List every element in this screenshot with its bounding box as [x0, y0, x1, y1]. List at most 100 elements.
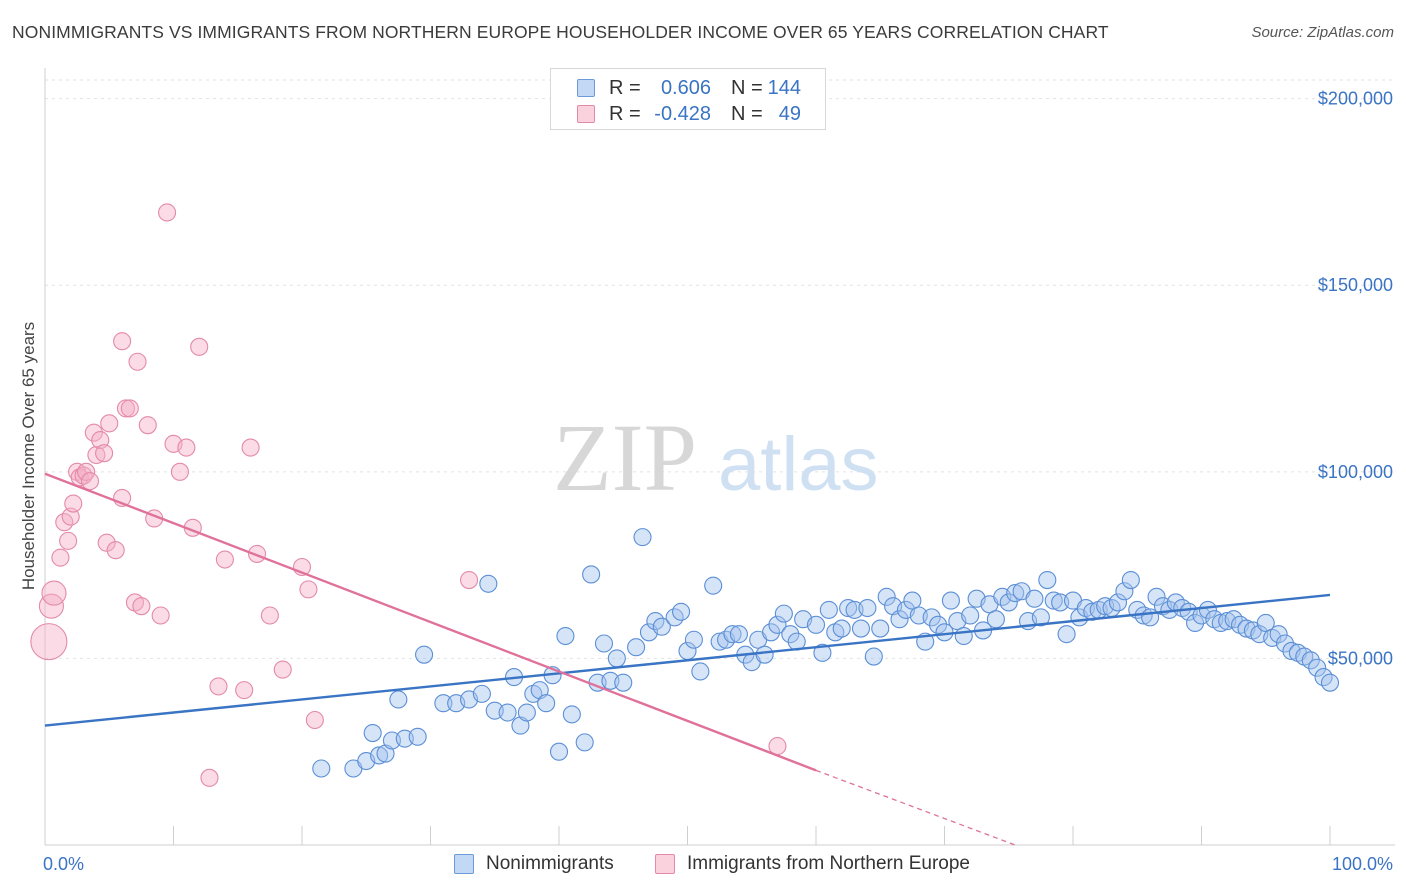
y-tick-label: $100,000 [1318, 462, 1393, 482]
n-label: N = [731, 103, 763, 125]
nonimmigrants-point [890, 610, 909, 629]
watermark: ZIP atlas [553, 404, 879, 511]
nonimmigrants-point [614, 673, 633, 692]
nonimmigrants-point [684, 630, 703, 649]
nonimmigrants-point [768, 615, 787, 634]
immigrants-point [260, 606, 279, 625]
nonimmigrants-point [922, 608, 941, 627]
nonimmigrants-point [999, 593, 1018, 612]
legend-swatch-immigrants [655, 854, 675, 874]
nonimmigrants-point [819, 600, 838, 619]
nonimmigrants-point [537, 694, 556, 713]
immigrants-point [299, 580, 318, 599]
immigrants-point [151, 606, 170, 625]
nonimmigrants-point [813, 643, 832, 662]
immigrants-point [95, 444, 114, 463]
immigrants-point [38, 593, 64, 619]
nonimmigrants-point [434, 694, 453, 713]
nonimmigrants-point [363, 723, 382, 743]
trend-lines [44, 472, 1331, 846]
r-label: R = [609, 103, 641, 125]
nonimmigrants-point [1025, 589, 1044, 608]
nonimmigrants-point [903, 591, 922, 610]
immigrants-point [215, 550, 234, 569]
nonimmigrants-point [479, 574, 498, 593]
nonimmigrants-point [1057, 625, 1076, 644]
nonimmigrants-point [755, 645, 774, 664]
nonimmigrants-point [582, 565, 601, 584]
n-value: 144 [767, 77, 801, 99]
legend-label: Immigrants from Northern Europe [687, 853, 970, 874]
stats-row-immigrants: R = -0.428 N = 49 [551, 101, 825, 127]
n-label: N = [731, 77, 763, 99]
series-legend: Nonimmigrants Immigrants from Northern E… [0, 852, 1406, 878]
nonimmigrants-point [562, 705, 581, 724]
nonimmigrants-point [370, 746, 389, 765]
nonimmigrants-point [864, 647, 883, 666]
immigrants-point [51, 548, 70, 567]
immigrants-point [128, 352, 147, 371]
nonimmigrants-point [1198, 600, 1217, 619]
nonimmigrants-point [929, 615, 948, 634]
nonimmigrants-point [1108, 593, 1128, 612]
nonimmigrants-point [723, 625, 742, 644]
legend-label: Nonimmigrants [486, 853, 614, 874]
nonimmigrants-point [1320, 673, 1340, 692]
nonimmigrants-point [312, 759, 331, 778]
swatch-nonimmigrants [577, 79, 595, 97]
y-tick-label: $200,000 [1318, 89, 1393, 109]
nonimmigrants-point [986, 610, 1005, 629]
nonimmigrants-point [839, 598, 858, 618]
y-axis-label: Householder Income Over 65 years [19, 322, 38, 590]
immigrants-point [200, 768, 219, 787]
x-tick-label: 0.0% [43, 854, 84, 874]
nonimmigrants-point [1038, 570, 1057, 590]
immigrants-point [132, 597, 151, 616]
chart-title: NONIMMIGRANTS VS IMMIGRANTS FROM NORTHER… [12, 22, 1109, 42]
r-value: -0.428 [654, 103, 711, 125]
nonimmigrants-point [517, 703, 536, 722]
nonimmigrants-point [556, 626, 575, 646]
nonimmigrants-point [472, 684, 491, 703]
nonimmigrants-point [1121, 570, 1140, 590]
immigrants-point [209, 677, 228, 696]
nonimmigrants-point [549, 742, 569, 761]
nonimmigrants-point [954, 626, 973, 646]
nonimmigrants-point [1308, 658, 1327, 677]
nonimmigrants-point [806, 615, 826, 634]
r-label: R = [609, 77, 641, 99]
watermark-atlas: atlas [718, 422, 879, 507]
immigrants-point [138, 416, 157, 435]
immigrants-point [41, 580, 67, 606]
nonimmigrants-point [761, 623, 781, 642]
immigrants-point [177, 438, 196, 457]
nonimmigrants-point [1301, 651, 1320, 670]
immigrants-point [235, 681, 254, 700]
nonimmigrants-point [1044, 591, 1063, 610]
immigrants-point [190, 337, 209, 356]
immigrants-point [97, 533, 116, 552]
immigrants-point [241, 438, 260, 457]
nonimmigrants-point [1147, 587, 1166, 606]
nonimmigrants-point [871, 619, 890, 638]
immigrants-points [30, 203, 787, 787]
nonimmigrants-point [832, 619, 851, 638]
immigrants-point [120, 399, 139, 418]
immigrants-point [100, 414, 119, 433]
immigrants-point [59, 531, 78, 550]
nonimmigrants-point [633, 528, 652, 547]
nonimmigrants-point [858, 598, 877, 618]
nonimmigrants-point [575, 733, 594, 752]
nonimmigrants-point [704, 576, 723, 595]
immigrants-point [30, 623, 68, 661]
stats-row-nonimmigrants: R = 0.606 N = 144 [551, 75, 825, 101]
immigrants-point [273, 660, 292, 679]
nonimmigrants-point [729, 625, 748, 644]
y-tick-label: $50,000 [1328, 648, 1393, 668]
nonimmigrants-point [408, 727, 427, 746]
immigrants-point [158, 203, 177, 222]
swatch-immigrants [577, 105, 595, 123]
immigrants-point [84, 423, 103, 442]
immigrants-point [77, 462, 96, 481]
nonimmigrants-point [511, 716, 530, 735]
